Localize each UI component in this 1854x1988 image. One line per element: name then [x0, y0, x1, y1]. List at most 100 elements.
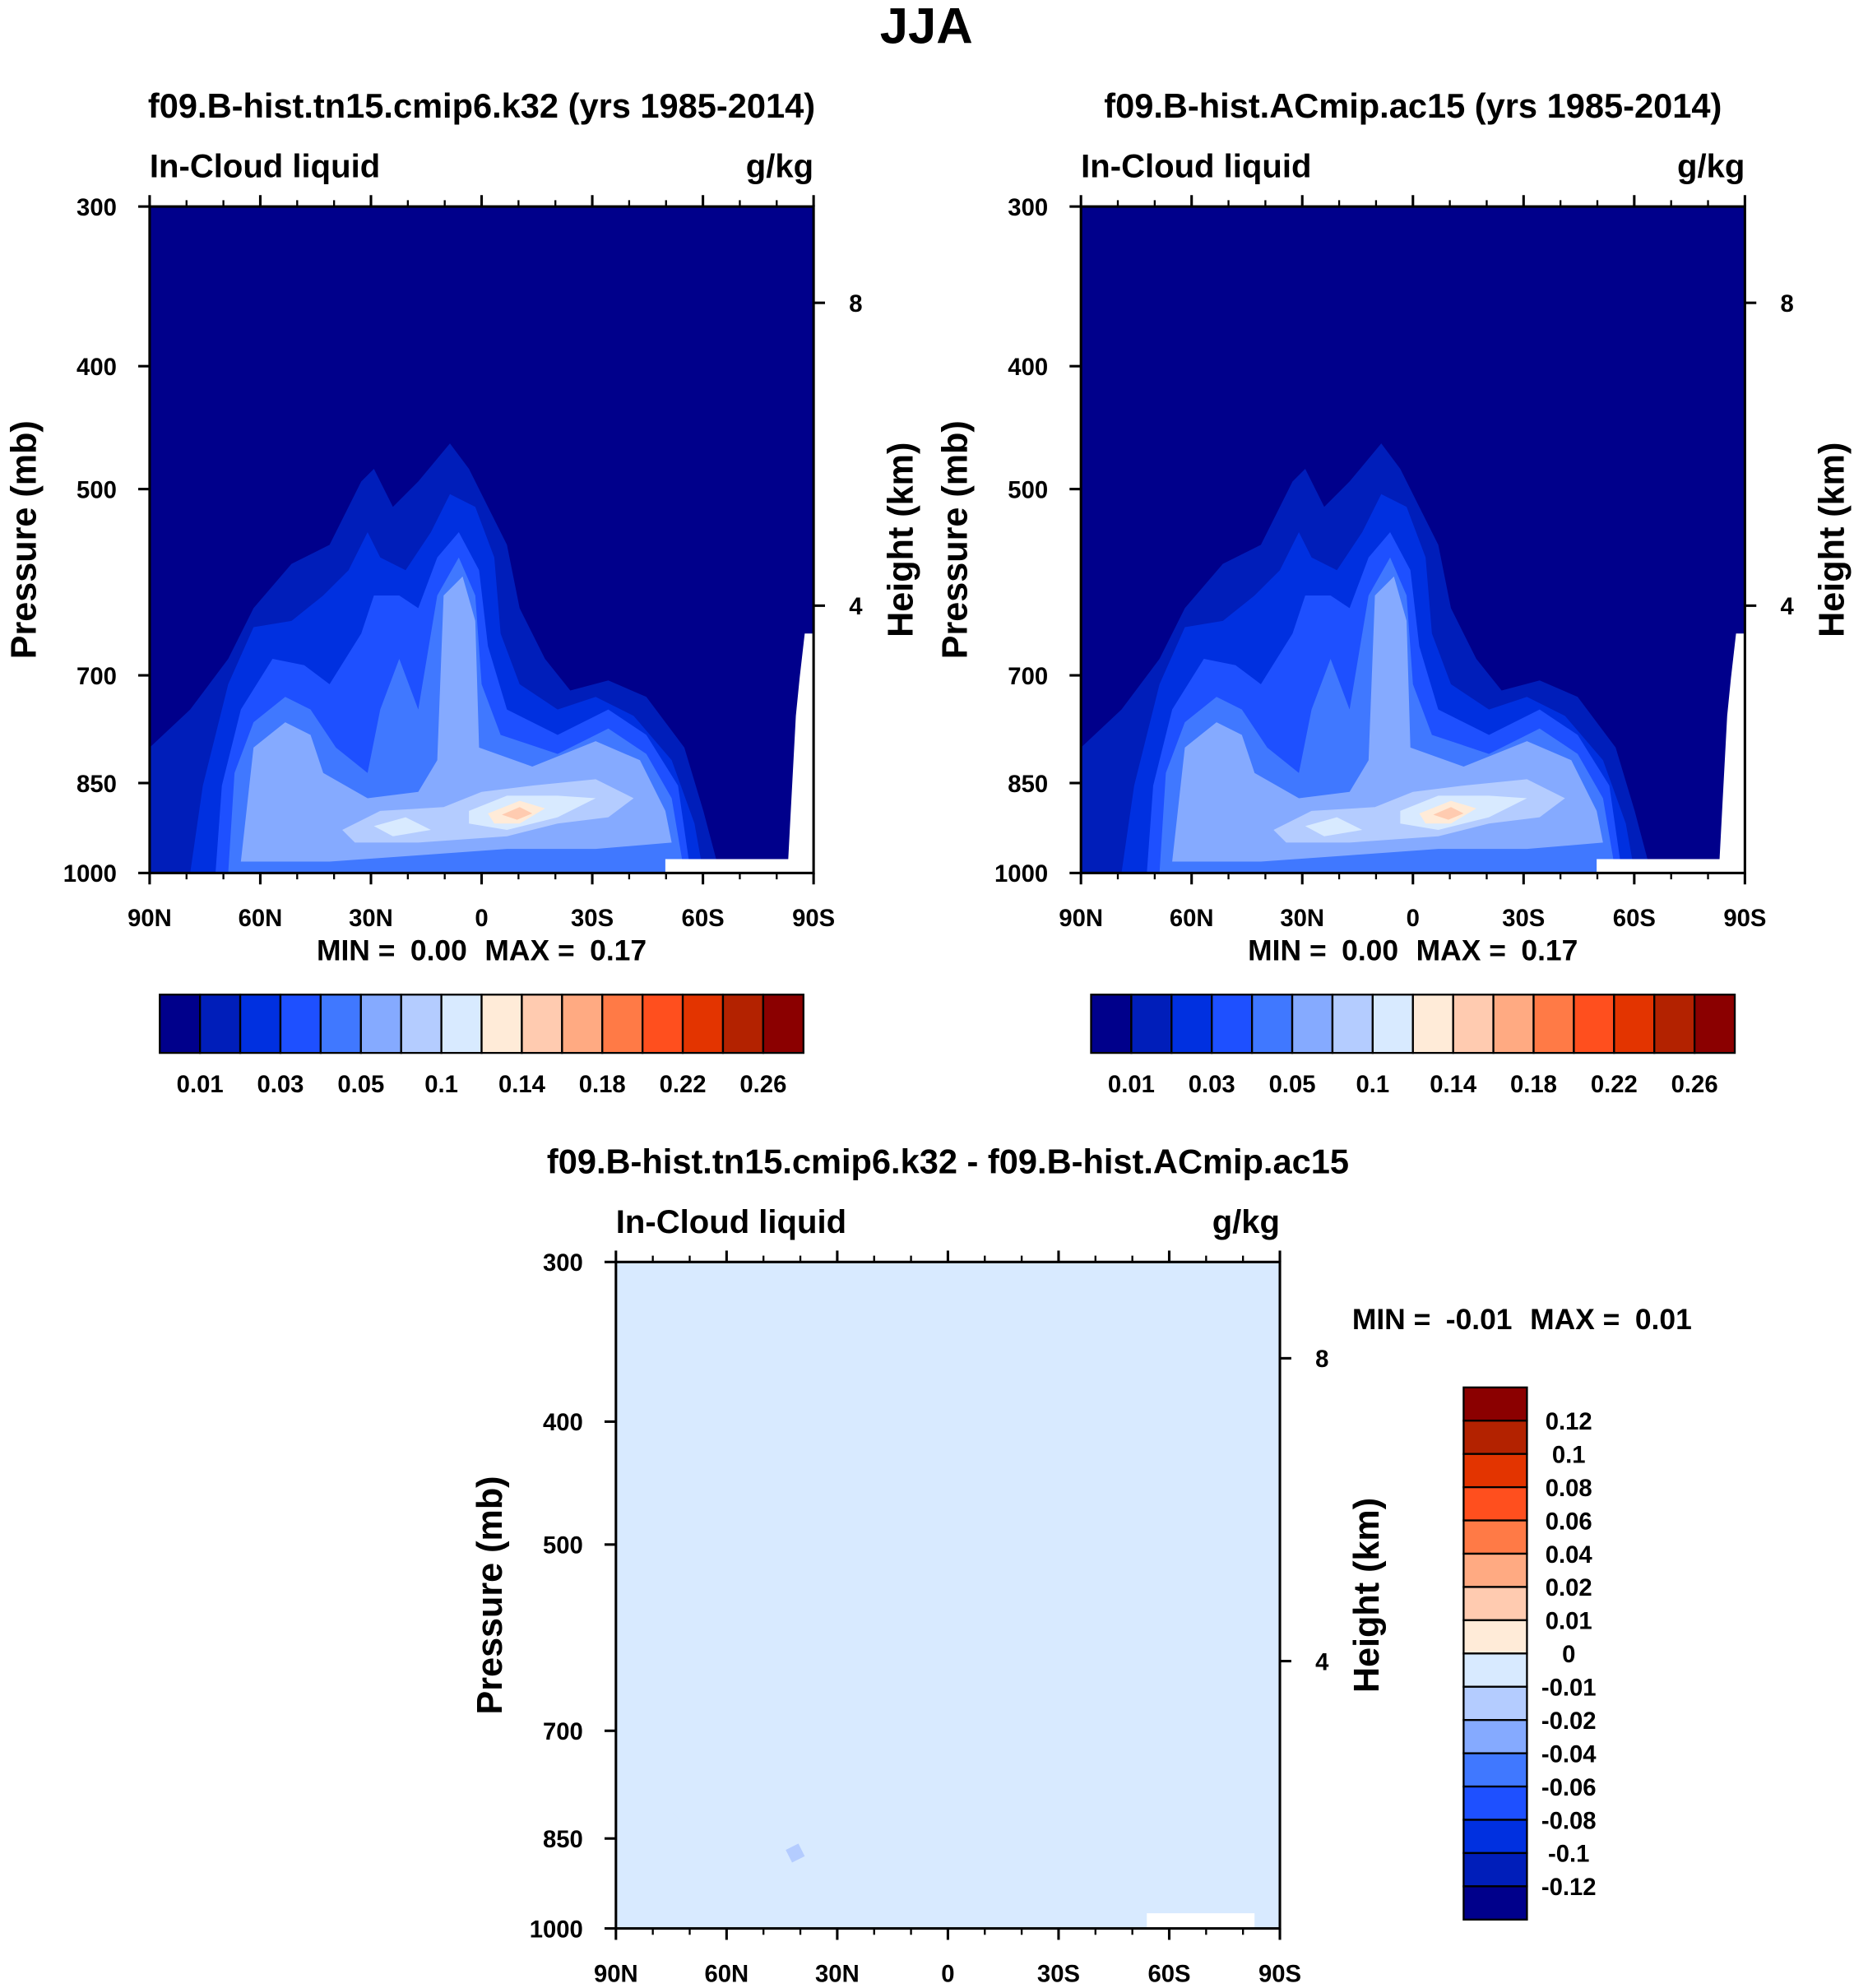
y-tick-label: 300 — [76, 195, 117, 221]
y-tick-label: 400 — [1008, 355, 1048, 381]
y-tick-label: 1000 — [63, 861, 117, 887]
colorbar-swatch — [1462, 1652, 1528, 1688]
left-subtitle: In-Cloud liquid — [1081, 149, 1311, 185]
plot-area: 90N 60N 30N 0 30S 60S 90S 300 400 500 700 850 1000 8 4 — [994, 195, 1794, 932]
max-label: MAX = — [1416, 934, 1506, 967]
colorbar-label: 0.26 — [739, 1072, 786, 1098]
colorbar-swatch — [1411, 994, 1454, 1054]
colorbar-label: 0.01 — [1546, 1609, 1592, 1635]
min-max-readout: MIN = -0.01 MAX = 0.01 — [1352, 1303, 1692, 1336]
contour-fill — [1115, 1267, 1153, 1350]
colorbar-label: -0.08 — [1541, 1808, 1597, 1834]
y-tick-label: 700 — [543, 1719, 583, 1745]
colorbar-swatch — [681, 994, 725, 1054]
y-right-tick-label: 8 — [1315, 1346, 1328, 1373]
colorbar-swatch — [198, 994, 242, 1054]
colorbar-swatch — [1170, 994, 1213, 1054]
min-value: 0.00 — [410, 934, 467, 967]
y-right-tick-label: 4 — [849, 594, 863, 620]
colorbar-label: 0.08 — [1546, 1476, 1592, 1502]
x-tick-label: 60S — [1147, 1961, 1190, 1987]
max-value: 0.01 — [1635, 1303, 1692, 1336]
colorbar-swatch — [721, 994, 765, 1054]
x-tick-label: 60S — [1613, 906, 1656, 932]
y-right-axis-label: Height (km) — [1813, 443, 1852, 637]
contour-fill — [1211, 1267, 1270, 1921]
contour-fill — [1433, 807, 1464, 820]
x-tick-label: 90S — [1258, 1961, 1301, 1987]
colorbar-label: -0.01 — [1541, 1675, 1597, 1702]
colorbar-swatch — [1573, 994, 1615, 1054]
colorbar-label: 0.03 — [1189, 1072, 1235, 1098]
x-tick-label: 30S — [1502, 906, 1545, 932]
colorbar-label: 0.18 — [579, 1072, 626, 1098]
max-value: 0.17 — [590, 934, 647, 967]
colorbar-swatch — [159, 994, 202, 1054]
y-tick-label: 400 — [76, 355, 117, 381]
y-axis-label: Pressure (mb) — [936, 420, 976, 659]
y-tick-label: 850 — [1008, 772, 1048, 798]
panel-3: f09.B-hist.tn15.cmip6.k32 - f09.B-hist.A… — [470, 1142, 1692, 1987]
colorbar-swatch — [1532, 994, 1575, 1054]
x-tick-label: 30N — [1280, 906, 1324, 932]
colorbar-swatch — [642, 994, 684, 1054]
y-tick-label: 500 — [76, 477, 117, 503]
contour-fill — [1121, 1742, 1185, 1781]
left-subtitle: In-Cloud liquid — [150, 149, 380, 185]
colorbar-label: 0.22 — [1591, 1072, 1638, 1098]
colorbar-swatch — [1462, 1519, 1528, 1555]
y-right-tick-label: 4 — [1315, 1649, 1329, 1675]
colorbar-label: 0.03 — [257, 1072, 304, 1098]
colorbar-swatch — [1291, 994, 1334, 1054]
contour-fill — [373, 817, 431, 836]
colorbar-swatch — [480, 994, 523, 1054]
max-value: 0.17 — [1521, 934, 1578, 967]
y-tick-label: 300 — [1008, 195, 1048, 221]
colorbar-swatch — [1462, 1552, 1528, 1588]
colorbar-swatch — [239, 994, 282, 1054]
colorbar-swatch — [1462, 1685, 1528, 1722]
x-tick-label: 60S — [682, 906, 725, 932]
colorbar-swatch — [1462, 1619, 1528, 1655]
colorbar-label: 0.01 — [1108, 1072, 1155, 1098]
colorbar-swatch — [1462, 1586, 1528, 1622]
colorbar-label: 0.26 — [1671, 1072, 1718, 1098]
y-right-axis-label: Height (km) — [881, 443, 920, 637]
colorbar-swatch — [601, 994, 644, 1054]
y-tick-label: 850 — [543, 1827, 583, 1853]
colorbar-label: 0.02 — [1546, 1575, 1592, 1601]
plot-area: 90N 60N 30N 0 30S 60S 90S 300 400 500 700 850 1000 8 4 — [530, 1250, 1329, 1987]
colorbar-label: -0.1 — [1548, 1842, 1589, 1868]
colorbar-swatch — [1462, 1719, 1528, 1754]
missing-data-region — [1597, 633, 1745, 874]
colorbar-swatch — [1331, 994, 1374, 1054]
contour-fill — [786, 1843, 805, 1863]
colorbar-swatch — [1452, 994, 1495, 1054]
colorbar-label: 0.01 — [177, 1072, 224, 1098]
colorbar-label: 0.1 — [424, 1072, 458, 1098]
min-label: MIN = — [317, 934, 395, 967]
left-subtitle: In-Cloud liquid — [616, 1204, 846, 1240]
colorbar-label: 0.12 — [1546, 1409, 1592, 1435]
colorbar-swatch — [561, 994, 604, 1054]
main-title: JJA — [880, 0, 973, 54]
y-tick-label: 1000 — [994, 861, 1048, 887]
panel-title: f09.B-hist.tn15.cmip6.k32 - f09.B-hist.A… — [547, 1142, 1349, 1180]
contour-fill — [640, 1279, 1103, 1929]
colorbar-label: 0.05 — [337, 1072, 384, 1098]
y-right-tick-label: 4 — [1781, 594, 1795, 620]
colorbar-swatch — [762, 994, 804, 1054]
min-label: MIN = — [1352, 1303, 1430, 1336]
colorbar-swatch — [1462, 1851, 1528, 1888]
colorbar-label: -0.12 — [1541, 1874, 1597, 1901]
missing-data-region — [1147, 1913, 1255, 1929]
panel-1: f09.B-hist.tn15.cmip6.k32 (yrs 1985-2014… — [4, 86, 920, 1098]
colorbar-label: 0 — [1562, 1642, 1575, 1668]
colorbar-swatch — [440, 994, 483, 1054]
panel-2: f09.B-hist.ACmip.ac15 (yrs 1985-2014) In-… — [936, 86, 1852, 1098]
colorbar-swatch — [1613, 994, 1656, 1054]
colorbar-label: -0.06 — [1541, 1775, 1597, 1801]
x-tick-label: 0 — [941, 1961, 954, 1987]
colorbar-label: 0.1 — [1552, 1442, 1586, 1468]
colorbar-label: 0.05 — [1269, 1072, 1316, 1098]
